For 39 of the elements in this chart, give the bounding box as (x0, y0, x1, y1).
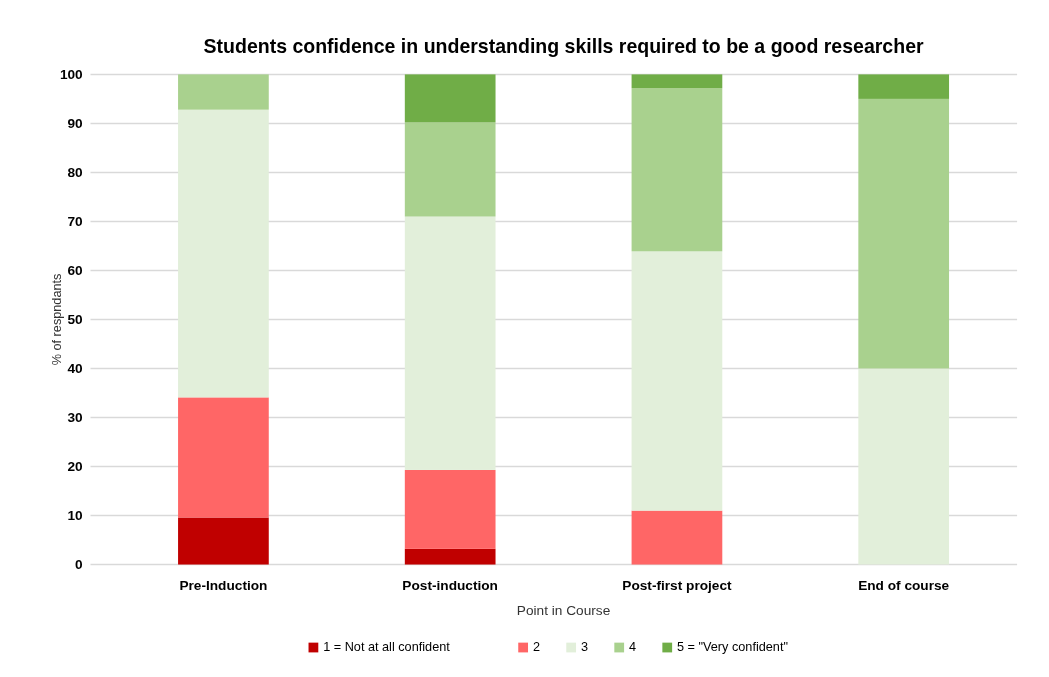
bar (858, 368, 950, 565)
bar (404, 548, 496, 565)
y-tick-label: 50 (67, 312, 84, 328)
bar (631, 74, 723, 89)
bar (404, 216, 496, 470)
y-tick-label: 30 (67, 410, 84, 426)
bar (631, 510, 723, 565)
legend-label: 3 (580, 640, 588, 655)
bar (404, 74, 496, 123)
chart-title: Students confidence in understanding skills required to be a good researcher (203, 34, 924, 57)
x-axis-title: Point in Course (516, 603, 611, 619)
legend-label: 4 (628, 640, 637, 655)
x-tick-label: Pre-Induction (179, 577, 268, 593)
legend-label: 5 = "Very confident" (677, 640, 788, 655)
y-axis-title: % of respndants (50, 273, 65, 366)
x-tick-label: Post-first project (622, 577, 733, 593)
bar (404, 469, 496, 549)
bar (858, 98, 950, 369)
bar (858, 74, 950, 99)
y-tick-label: 60 (67, 263, 84, 279)
bar (631, 88, 723, 252)
bar (178, 74, 269, 110)
y-tick-label: 0 (75, 557, 84, 573)
y-tick-label: 70 (67, 214, 84, 230)
x-tick-label: Post-induction (402, 577, 498, 593)
bar (178, 109, 269, 398)
y-tick-label: 90 (67, 116, 84, 132)
y-tick-label: 80 (67, 165, 84, 181)
bar (178, 517, 269, 565)
bar (404, 122, 496, 217)
y-tick-label: 10 (67, 508, 84, 524)
bar (631, 251, 723, 511)
y-tick-label: 100 (59, 67, 84, 83)
x-tick-label: End of course (858, 577, 950, 593)
legend-label: 1 = Not at all confident (323, 640, 451, 655)
bar (178, 397, 269, 518)
legend-label: 2 (532, 640, 540, 655)
y-tick-label: 20 (67, 459, 84, 475)
y-tick-label: 40 (67, 361, 84, 377)
